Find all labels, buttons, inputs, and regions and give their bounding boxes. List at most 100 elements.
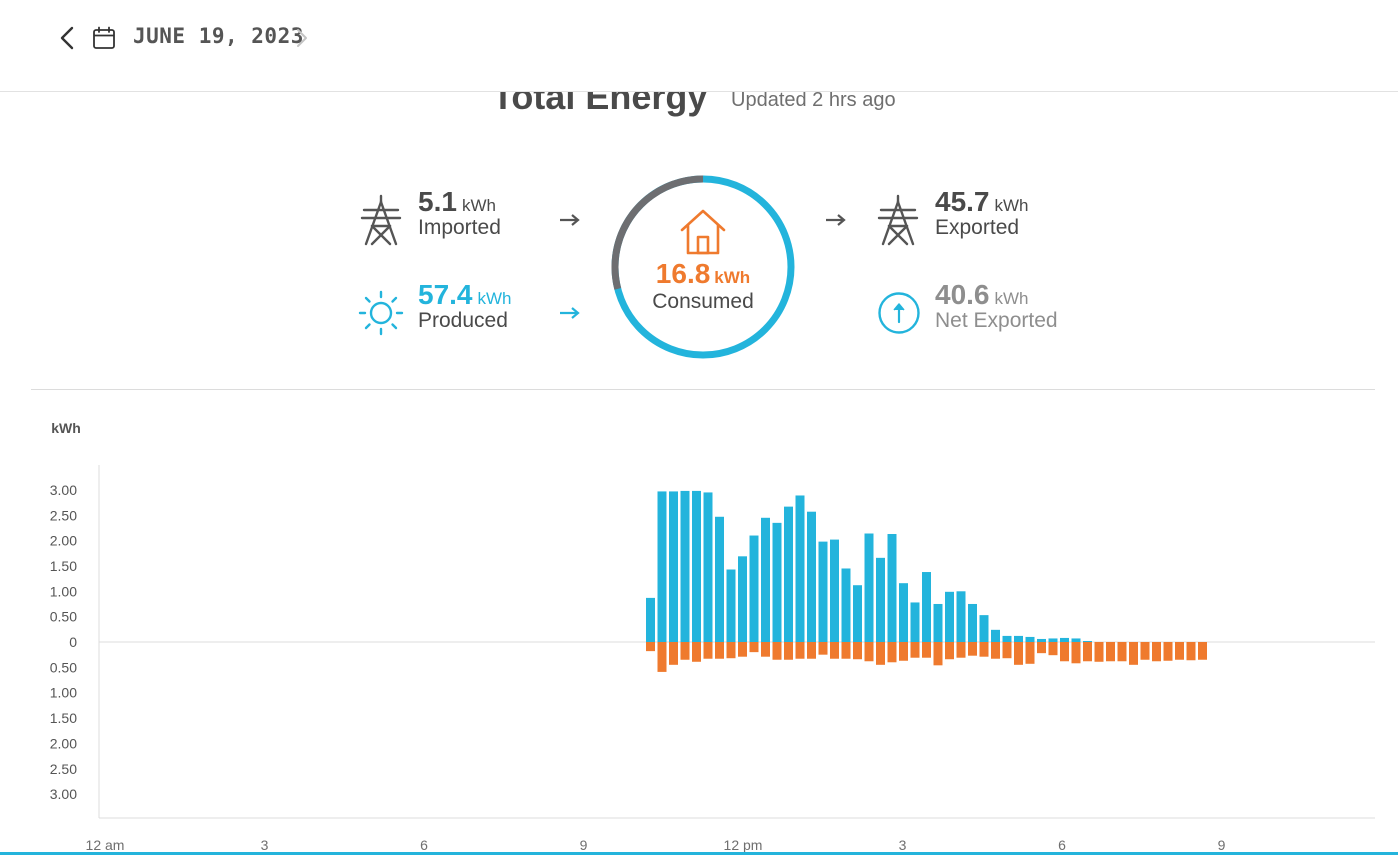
consumed-bar <box>887 642 897 663</box>
produced-value: 57.4 <box>418 279 473 310</box>
produced-bar <box>922 572 931 642</box>
produced-bar <box>1025 636 1035 642</box>
consumed-bar <box>1129 642 1138 665</box>
consumed-bar <box>692 642 701 662</box>
consumed-value: 16.8 <box>655 258 711 289</box>
produced-bar <box>692 490 701 642</box>
produced-bar <box>657 491 667 642</box>
consumed-bar <box>910 642 920 658</box>
consumed-bar <box>1186 642 1196 661</box>
consumed-bar <box>738 642 747 657</box>
consumed-bar <box>1175 642 1184 660</box>
consumed-bar <box>876 642 885 665</box>
arrow-right-icon <box>826 214 846 226</box>
produced-bar <box>979 615 989 642</box>
consumed-bar <box>1037 642 1046 654</box>
net-exported-label: Net Exported <box>935 309 1058 332</box>
consumed-bar <box>715 642 724 659</box>
consumed-bar <box>1163 642 1173 661</box>
produced-bar <box>726 569 736 642</box>
consumed-bar <box>841 642 851 659</box>
consumed-bar <box>1152 642 1161 662</box>
produced-bar <box>1071 638 1081 642</box>
x-tick-label: 6 <box>1058 837 1066 853</box>
produced-bar <box>830 539 839 642</box>
exported-unit: kWh <box>994 196 1029 215</box>
produced-bar <box>795 495 805 642</box>
x-tick-label: 6 <box>420 837 428 853</box>
calendar-icon[interactable] <box>92 26 116 50</box>
produced-bar <box>876 557 885 642</box>
consumed-bar <box>864 642 874 662</box>
produced-bar <box>680 490 690 642</box>
produced-bar <box>945 591 954 642</box>
energy-bar-chart: kWh 3.00 2.50 2.00 1.50 1.00 0.50 0 0.50 1.00 1.50… <box>50 420 1375 853</box>
y-tick-label: 2.50 <box>50 761 77 777</box>
consumed-bar <box>899 642 908 661</box>
sun-icon <box>358 290 404 336</box>
date-label[interactable]: JUNE 19, 2023 <box>133 24 304 48</box>
produced-bar <box>1060 637 1069 642</box>
produced-bar <box>864 533 874 642</box>
consumed-bar <box>680 642 690 660</box>
y-axis-label: kWh <box>51 420 81 436</box>
y-tick-label: 1.00 <box>50 583 77 599</box>
produced-bar <box>772 522 782 642</box>
produced-bar <box>784 506 793 642</box>
y-tick-label: 1.50 <box>50 558 77 574</box>
consumed-bar <box>1071 642 1081 664</box>
consumed-bar <box>830 642 839 659</box>
consumed-bar <box>726 642 736 659</box>
date-navigation-bar: JUNE 19, 2023 <box>0 0 1398 92</box>
y-tick-label: 2.00 <box>50 533 77 549</box>
produced-bar <box>933 603 943 642</box>
produced-bar <box>807 511 816 642</box>
chevron-left-icon[interactable] <box>56 24 80 52</box>
section-divider <box>31 389 1375 390</box>
updated-timestamp: Updated 2 hrs ago <box>731 89 896 111</box>
consumed-bar <box>657 642 667 672</box>
produced-bar <box>968 603 977 642</box>
imported-label: Imported <box>418 216 501 239</box>
consumed-bar <box>922 642 931 658</box>
consumed-bar <box>1014 642 1023 665</box>
y-tick-label: 2.50 <box>50 507 77 523</box>
produced-stat: 57.4 kWh Produced <box>418 279 512 333</box>
bottom-accent-line <box>0 852 1398 855</box>
consumed-bar <box>1002 642 1012 659</box>
x-tick-label: 9 <box>1218 837 1226 853</box>
consumed-bar <box>933 642 943 666</box>
exported-stat: 45.7 kWh Exported <box>935 186 1029 240</box>
produced-bar <box>887 534 897 642</box>
consumed-bar <box>1025 642 1035 664</box>
produced-bar <box>991 629 1000 642</box>
consumed-bar <box>784 642 793 660</box>
produced-bar <box>1037 638 1046 642</box>
produced-bar <box>899 583 908 642</box>
consumed-bar <box>669 642 678 665</box>
consumed-bar <box>956 642 966 658</box>
consumed-bar <box>1198 642 1207 660</box>
consumed-label: Consumed <box>652 290 754 313</box>
produced-bar <box>1048 638 1058 642</box>
produced-bar <box>1083 640 1092 642</box>
imported-stat: 5.1 kWh Imported <box>418 186 501 240</box>
x-tick-label: 12 am <box>86 837 125 853</box>
produced-bar <box>818 541 828 642</box>
consumed-bar <box>818 642 828 655</box>
consumed-bar <box>991 642 1000 659</box>
produced-bar <box>749 535 759 642</box>
consumed-bar <box>853 642 862 660</box>
produced-bar <box>646 597 655 642</box>
power-tower-icon <box>877 194 919 246</box>
consumption-ring <box>611 175 795 359</box>
produced-bar <box>1014 635 1023 642</box>
arrow-right-icon <box>560 307 580 319</box>
chevron-right-icon[interactable] <box>292 24 312 52</box>
consumed-unit: kWh <box>714 268 751 287</box>
produced-bar <box>841 568 851 642</box>
produced-bar <box>910 602 920 642</box>
consumed-bar <box>1048 642 1058 656</box>
consumed-stat: 16.8 kWh <box>608 258 798 290</box>
consumed-bar <box>1060 642 1069 662</box>
